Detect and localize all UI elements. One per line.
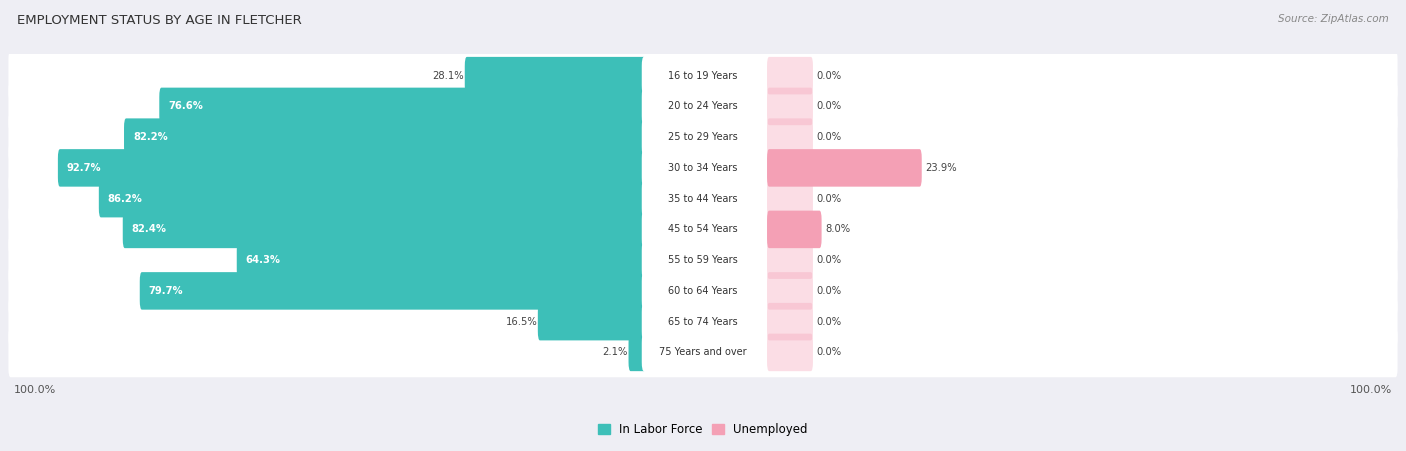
FancyBboxPatch shape (98, 180, 645, 217)
Text: 55 to 59 Years: 55 to 59 Years (668, 255, 738, 265)
Text: 82.4%: 82.4% (132, 225, 167, 235)
Text: 0.0%: 0.0% (817, 317, 842, 327)
FancyBboxPatch shape (8, 266, 1398, 316)
Text: EMPLOYMENT STATUS BY AGE IN FLETCHER: EMPLOYMENT STATUS BY AGE IN FLETCHER (17, 14, 302, 27)
FancyBboxPatch shape (641, 118, 765, 156)
FancyBboxPatch shape (641, 241, 765, 279)
FancyBboxPatch shape (768, 149, 922, 187)
FancyBboxPatch shape (8, 297, 1398, 346)
Text: 100.0%: 100.0% (14, 385, 56, 395)
Text: 20 to 24 Years: 20 to 24 Years (668, 101, 738, 111)
FancyBboxPatch shape (768, 303, 813, 341)
FancyBboxPatch shape (641, 211, 765, 248)
FancyBboxPatch shape (236, 241, 645, 279)
FancyBboxPatch shape (768, 118, 813, 156)
Text: 82.2%: 82.2% (134, 132, 167, 142)
FancyBboxPatch shape (465, 57, 645, 94)
FancyBboxPatch shape (768, 272, 813, 310)
FancyBboxPatch shape (641, 57, 765, 94)
FancyBboxPatch shape (8, 205, 1398, 254)
FancyBboxPatch shape (768, 211, 821, 248)
Text: 75 Years and over: 75 Years and over (659, 347, 747, 357)
Text: 0.0%: 0.0% (817, 347, 842, 357)
FancyBboxPatch shape (124, 118, 645, 156)
Text: 0.0%: 0.0% (817, 255, 842, 265)
FancyBboxPatch shape (8, 235, 1398, 285)
FancyBboxPatch shape (768, 180, 813, 217)
Text: 65 to 74 Years: 65 to 74 Years (668, 317, 738, 327)
FancyBboxPatch shape (8, 112, 1398, 162)
Text: 16 to 19 Years: 16 to 19 Years (668, 71, 738, 81)
FancyBboxPatch shape (768, 87, 813, 125)
Text: 35 to 44 Years: 35 to 44 Years (668, 193, 738, 204)
FancyBboxPatch shape (8, 143, 1398, 193)
Text: 0.0%: 0.0% (817, 132, 842, 142)
Text: 16.5%: 16.5% (505, 317, 537, 327)
FancyBboxPatch shape (58, 149, 645, 187)
FancyBboxPatch shape (641, 334, 765, 371)
FancyBboxPatch shape (8, 174, 1398, 224)
FancyBboxPatch shape (768, 57, 813, 94)
Text: 86.2%: 86.2% (108, 193, 143, 204)
FancyBboxPatch shape (139, 272, 645, 310)
Text: 64.3%: 64.3% (246, 255, 281, 265)
Text: 23.9%: 23.9% (925, 163, 957, 173)
FancyBboxPatch shape (8, 51, 1398, 101)
Text: 25 to 29 Years: 25 to 29 Years (668, 132, 738, 142)
FancyBboxPatch shape (122, 211, 645, 248)
FancyBboxPatch shape (159, 87, 645, 125)
Text: 0.0%: 0.0% (817, 193, 842, 204)
Text: 100.0%: 100.0% (1350, 385, 1392, 395)
Text: 45 to 54 Years: 45 to 54 Years (668, 225, 738, 235)
Text: 0.0%: 0.0% (817, 71, 842, 81)
Text: 0.0%: 0.0% (817, 101, 842, 111)
FancyBboxPatch shape (641, 272, 765, 310)
Text: 60 to 64 Years: 60 to 64 Years (668, 286, 738, 296)
FancyBboxPatch shape (8, 82, 1398, 131)
FancyBboxPatch shape (8, 327, 1398, 377)
FancyBboxPatch shape (641, 180, 765, 217)
Text: 79.7%: 79.7% (149, 286, 183, 296)
Legend: In Labor Force, Unemployed: In Labor Force, Unemployed (593, 418, 813, 441)
Text: 28.1%: 28.1% (433, 71, 464, 81)
Text: 76.6%: 76.6% (169, 101, 204, 111)
FancyBboxPatch shape (538, 303, 645, 341)
Text: 30 to 34 Years: 30 to 34 Years (668, 163, 738, 173)
Text: 92.7%: 92.7% (67, 163, 101, 173)
Text: 2.1%: 2.1% (602, 347, 628, 357)
FancyBboxPatch shape (641, 87, 765, 125)
Text: Source: ZipAtlas.com: Source: ZipAtlas.com (1278, 14, 1389, 23)
FancyBboxPatch shape (768, 334, 813, 371)
FancyBboxPatch shape (628, 334, 645, 371)
FancyBboxPatch shape (641, 303, 765, 341)
Text: 8.0%: 8.0% (825, 225, 851, 235)
Text: 0.0%: 0.0% (817, 286, 842, 296)
FancyBboxPatch shape (768, 241, 813, 279)
FancyBboxPatch shape (641, 149, 765, 187)
